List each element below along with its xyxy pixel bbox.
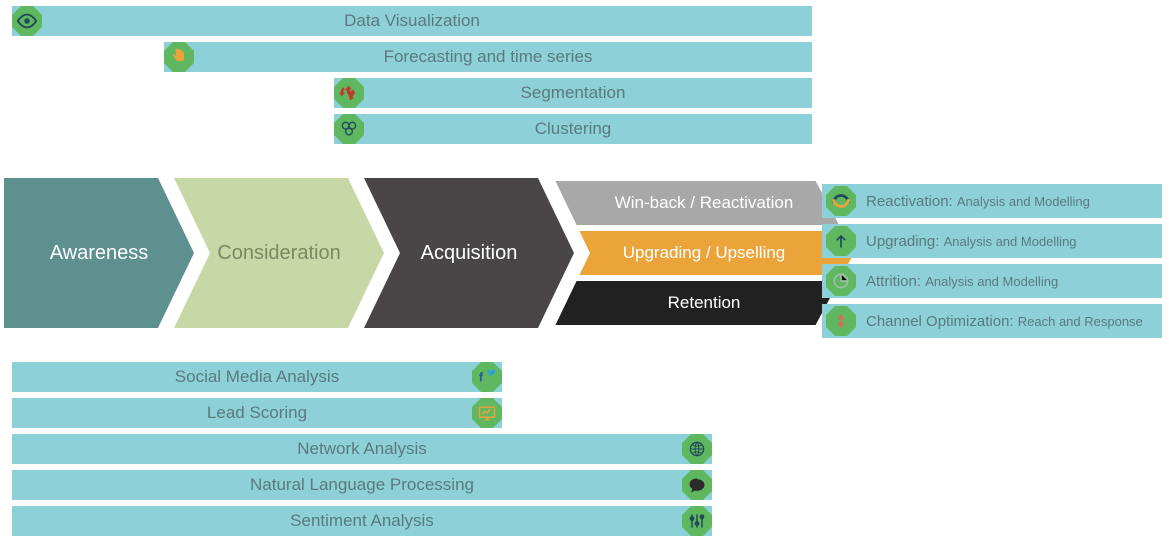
bottom_bars-bar: Natural Language Processing	[12, 470, 712, 500]
top_bars-bar: Data Visualization	[12, 6, 812, 36]
side-pill-sub: Analysis and Modelling	[944, 234, 1077, 249]
bottom_bars-bar: Sentiment Analysis	[12, 506, 712, 536]
bottom_bars-bar: Lead Scoring	[12, 398, 502, 428]
funnel-substage-label: Retention	[668, 293, 741, 313]
bottom_bars-bar-label: Lead Scoring	[207, 403, 307, 423]
side-pill-title: Reactivation:	[866, 193, 953, 210]
eye-icon	[12, 6, 42, 36]
hexgrid-icon	[334, 114, 364, 144]
infographic-canvas: Data Visualization Forecasting and time …	[4, 4, 1166, 548]
side-pill: Reactivation: Analysis and Modelling	[822, 184, 1162, 218]
bubble-icon	[682, 470, 712, 500]
person-icon	[826, 306, 856, 336]
top_bars-bar-label: Segmentation	[521, 83, 626, 103]
bottom_bars-bar-label: Network Analysis	[297, 439, 426, 459]
top_bars-bar-label: Clustering	[535, 119, 612, 139]
top_bars-bar-label: Data Visualization	[344, 11, 480, 31]
pie-icon	[826, 266, 856, 296]
side-pill-sub: Reach and Response	[1018, 314, 1143, 329]
side-pill-sub: Analysis and Modelling	[957, 194, 1090, 209]
funnel-stage-label: Awareness	[50, 242, 149, 265]
sliders-icon	[682, 506, 712, 536]
side-pill: Attrition: Analysis and Modelling	[822, 264, 1162, 298]
side-pill-title: Upgrading:	[866, 233, 939, 250]
funnel-substage: Win-back / Reactivation	[554, 181, 854, 225]
chart-icon	[472, 398, 502, 428]
side-pill-sub: Analysis and Modelling	[925, 274, 1058, 289]
top_bars-bar: Forecasting and time series	[164, 42, 812, 72]
funnel-substage: Retention	[554, 281, 854, 325]
top_bars-bar: Clustering	[334, 114, 812, 144]
bottom_bars-bar: Social Media Analysis	[12, 362, 502, 392]
funnel-stage: Awareness	[4, 178, 194, 328]
top_bars-bar: Segmentation	[334, 78, 812, 108]
funnel-stage-label: Acquisition	[421, 242, 518, 265]
funnel-substage: Upgrading / Upselling	[554, 231, 854, 275]
arc-icon	[826, 186, 856, 216]
arrowup-icon	[826, 226, 856, 256]
bottom_bars-bar: Network Analysis	[12, 434, 712, 464]
top_bars-bar-label: Forecasting and time series	[384, 47, 593, 67]
side-pill: Upgrading: Analysis and Modelling	[822, 224, 1162, 258]
bottom_bars-bar-label: Social Media Analysis	[175, 367, 339, 387]
recycle-icon	[334, 78, 364, 108]
social-icon: f	[472, 362, 502, 392]
globe-icon	[682, 434, 712, 464]
side-pill-title: Attrition:	[866, 273, 921, 290]
svg-text:f: f	[479, 370, 484, 385]
side-pill-title: Channel Optimization:	[866, 313, 1014, 330]
bottom_bars-bar-label: Sentiment Analysis	[290, 511, 434, 531]
funnel-stage-label: Consideration	[217, 242, 340, 265]
bottom_bars-bar-label: Natural Language Processing	[250, 475, 474, 495]
funnel-substage-label: Win-back / Reactivation	[615, 193, 794, 213]
funnel-substage-label: Upgrading / Upselling	[623, 243, 786, 263]
funnel-stage: Acquisition	[364, 178, 574, 328]
side-pill: Channel Optimization: Reach and Response	[822, 304, 1162, 338]
hand-icon	[164, 42, 194, 72]
funnel-stage: Consideration	[174, 178, 384, 328]
